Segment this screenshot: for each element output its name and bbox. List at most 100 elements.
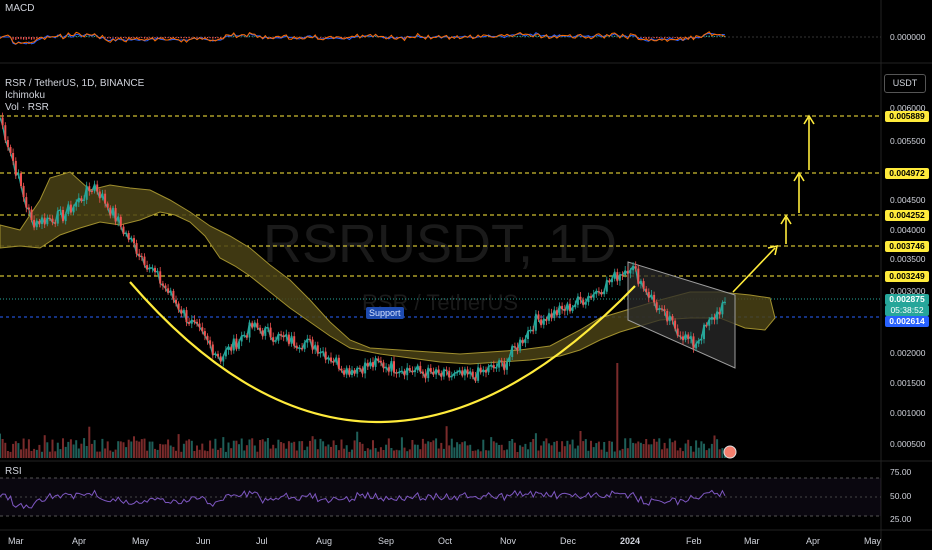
volume-bar [343,448,346,458]
volume-bar [298,441,301,458]
volume-bar [550,445,553,458]
volume-bar [419,449,422,458]
volume-bar [140,439,143,458]
rsi-label[interactable]: RSI [5,466,22,477]
volume-bar [395,449,398,458]
macd-histogram-bar [201,37,203,38]
macd-histogram-bar [396,37,398,38]
volume-bar [621,448,624,458]
volume-bar [180,451,183,458]
macd-histogram-bar [146,37,148,39]
volume-bar [217,449,219,458]
macd-histogram-bar [91,36,93,38]
volume-bar [414,444,416,458]
volume-bar [290,442,293,458]
volume-bar [437,448,440,458]
macd-histogram-bar [222,37,224,38]
volume-bar [632,442,635,458]
macd-histogram-bar [214,37,216,39]
volume-bar [600,449,603,458]
level-price-label: 0.003249 [885,271,929,282]
macd-histogram-bar [661,37,663,38]
volume-bar [88,426,91,458]
macd-histogram-bar [671,37,674,38]
volume-bar [705,450,708,458]
volume-bar [406,451,409,458]
volume-bar [692,451,695,458]
volume-bar [584,439,587,458]
macd-histogram-bar [564,36,566,38]
volume-bar [569,444,571,458]
volume-bar [576,445,579,458]
macd-histogram-bar [488,36,490,37]
level-price-label: 0.004252 [885,210,929,221]
volume-bar [458,444,461,458]
volume-bar [348,451,351,458]
volume-bar [17,443,20,458]
volume-bar [653,438,656,458]
volume-bar [487,450,490,458]
volume-bar [167,439,170,458]
currency-button[interactable]: USDT [884,74,926,93]
symbol-title[interactable]: RSR / TetherUS, 1D, BINANCE [5,78,145,89]
volume-bar [684,443,687,458]
volume-bar [421,438,424,458]
macd-histogram-bar [343,37,345,38]
volume-bar [117,441,120,458]
macd-histogram-bar [369,36,371,38]
ichimoku-label[interactable]: Ichimoku [5,90,46,101]
volume-bar [309,440,311,458]
volume-bar [172,446,175,458]
volume-bar [340,439,343,458]
macd-histogram-bar [453,36,455,38]
volume-bar [306,446,309,458]
rsi-tick: 25.00 [890,514,912,524]
volume-bar [222,437,225,458]
macd-histogram-bar [585,36,587,38]
volume-bar [403,447,406,458]
volume-bar [245,445,248,458]
macd-label[interactable]: MACD [5,3,35,14]
macd-histogram-bar [658,37,660,38]
macd-histogram-bar [501,36,503,38]
macd-histogram-bar [241,36,243,37]
macd-histogram-bar [154,37,156,38]
macd-histogram-bar [183,37,185,39]
macd-histogram-bar [122,37,125,39]
macd-histogram-bar [333,37,335,38]
macd-histogram-bar [117,37,119,38]
volume-bar [159,443,162,458]
volume-bar [169,445,172,458]
macd-histogram-bar [188,37,190,39]
macd-histogram-bar [330,37,332,38]
volume-bar [574,448,577,458]
macd-histogram-bar [438,36,440,38]
volume-bar [198,449,201,458]
volume-bar [43,435,46,458]
macd-histogram-bar [159,37,161,38]
macd-histogram-bar [703,36,705,37]
macd-histogram-bar [243,36,245,37]
macd-histogram-bar [611,36,613,37]
volume-bar [90,443,93,458]
macd-histogram-bar [157,37,159,38]
volume-bar [548,443,550,458]
volume-bar [104,448,107,458]
volume-bar [127,439,130,458]
volume-bar [721,448,724,458]
volume-bar [261,439,264,458]
macd-histogram-bar [88,36,90,37]
macd-panel [0,31,881,45]
macd-histogram-bar [212,37,214,39]
volume-label[interactable]: Vol · RSR [5,102,49,113]
volume-bar [445,426,448,458]
rsi-tick: 75.00 [890,467,912,477]
macd-histogram-bar [15,37,17,40]
volume-bar [689,446,692,458]
macd-histogram-bar [340,37,343,38]
volume-bar [700,441,703,458]
volume-bar [209,440,212,458]
volume-bar [642,444,645,458]
volume-bar [477,449,480,458]
